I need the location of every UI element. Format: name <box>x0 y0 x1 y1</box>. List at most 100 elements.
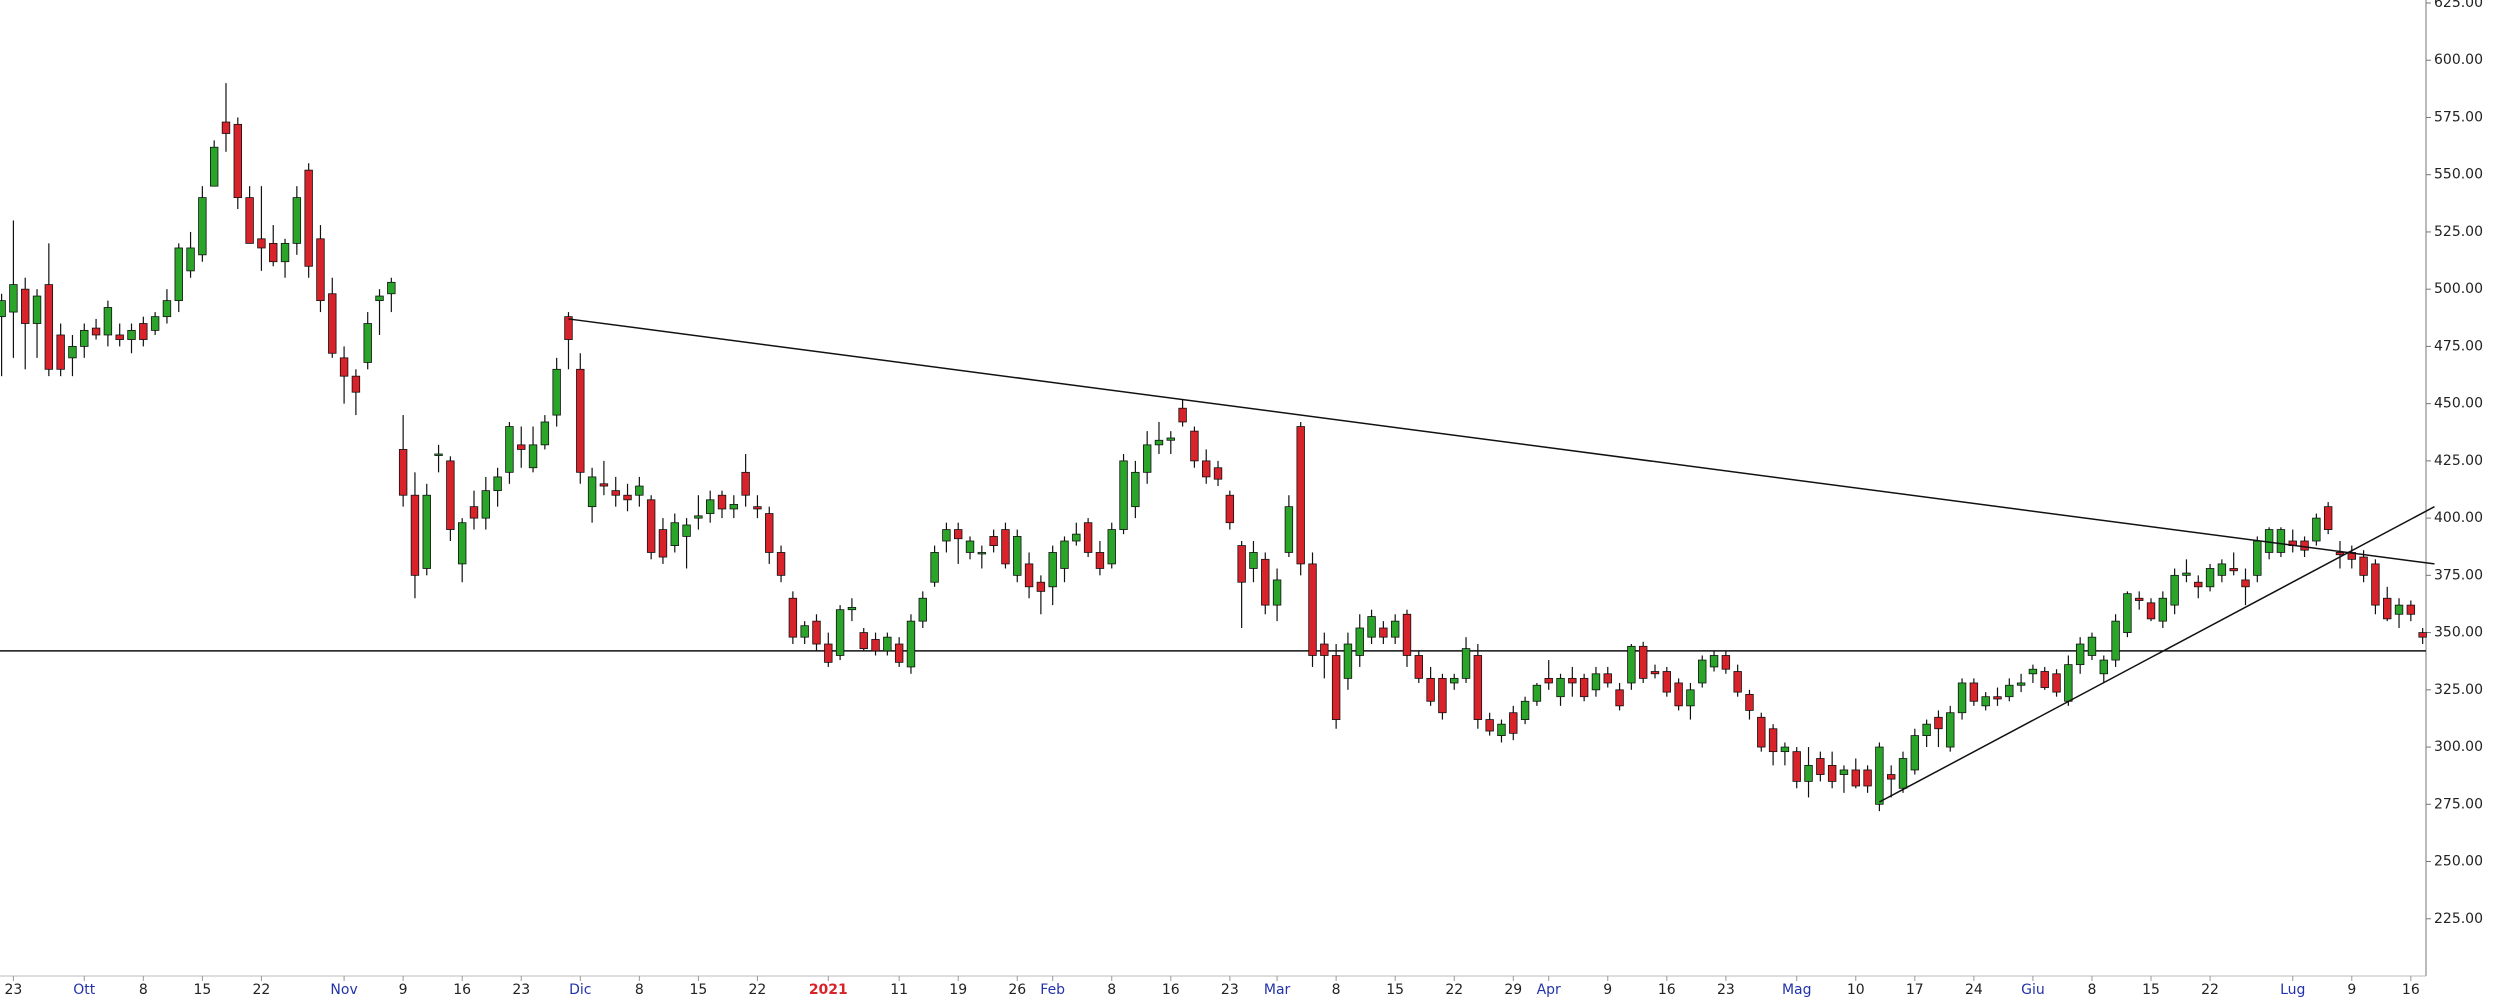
candle-body <box>422 494 431 569</box>
candle-body <box>977 552 987 555</box>
candle-body <box>1509 712 1518 734</box>
candle-body <box>965 540 975 553</box>
candle-body <box>1461 648 1471 679</box>
candle-body <box>446 460 455 530</box>
x-tick-label: 15 <box>193 982 211 998</box>
candle-body <box>2383 597 2392 620</box>
candle-body <box>316 238 325 302</box>
x-tick-label: 17 <box>1906 982 1924 998</box>
candle-body <box>21 288 30 324</box>
candle-body <box>1131 471 1140 508</box>
x-tick-label: Dic <box>569 982 591 998</box>
x-tick-label: Feb <box>1040 982 1065 998</box>
x-tick-label: Lug <box>2280 982 2305 998</box>
candle-body <box>2052 673 2061 693</box>
candle-body <box>835 609 845 656</box>
candle-body <box>800 625 809 638</box>
candle-body <box>1910 735 1920 771</box>
candle-body <box>528 444 538 469</box>
candle-body <box>292 197 302 244</box>
candle-body <box>1674 682 1683 707</box>
candle-body <box>339 357 349 377</box>
candle-body <box>776 552 786 576</box>
candle-body <box>1320 643 1329 656</box>
y-tick-label: 225.00 <box>2434 911 2483 927</box>
y-tick-label: 500.00 <box>2434 281 2483 297</box>
candle-body <box>1603 673 1612 684</box>
candle-body <box>434 453 443 456</box>
candle-body <box>682 524 691 537</box>
candle-body <box>1083 522 1093 553</box>
candle-body <box>1213 467 1223 480</box>
candle-body <box>2005 684 2014 698</box>
candle-body <box>623 494 632 501</box>
candle-body <box>1296 426 1305 565</box>
candle-body <box>1875 746 1884 805</box>
candle-body <box>2099 659 2108 675</box>
candle-body <box>1792 751 1801 782</box>
candle-body <box>1768 728 1778 753</box>
candle-body <box>1804 764 1813 782</box>
y-tick-label: 450.00 <box>2434 396 2483 412</box>
candle-body <box>753 506 762 510</box>
candle-body <box>2016 682 2026 686</box>
candle-body <box>80 329 89 347</box>
candle-body <box>2040 671 2049 688</box>
candle-body <box>1780 746 1790 753</box>
candle-body <box>1237 545 1246 583</box>
y-tick-label: 550.00 <box>2434 167 2483 183</box>
candle-body <box>221 121 231 134</box>
candle-body <box>1036 581 1046 592</box>
candle-body <box>1225 494 1235 524</box>
y-tick-label: 600.00 <box>2434 52 2483 68</box>
candle-body <box>1473 655 1483 720</box>
candle-body <box>1887 774 1896 780</box>
candle-body <box>2335 552 2345 556</box>
x-tick-label: 16 <box>1658 982 1676 998</box>
candle-body <box>505 426 514 473</box>
candle-body <box>32 295 42 324</box>
candle-body <box>694 515 703 519</box>
y-tick-label: 525.00 <box>2434 224 2483 240</box>
candle-body <box>280 242 290 263</box>
candle-body <box>1851 769 1860 787</box>
candle-body <box>1261 558 1270 606</box>
x-tick-label: 22 <box>749 982 767 998</box>
x-tick-label: Mag <box>1782 982 1812 998</box>
candle-body <box>954 529 963 540</box>
x-tick-label: 2021 <box>809 982 848 998</box>
candle-body <box>1024 563 1034 588</box>
candle-body <box>1450 677 1459 684</box>
candle-body <box>1013 536 1022 576</box>
candle-body <box>717 494 727 510</box>
x-tick-label: 23 <box>4 982 22 998</box>
candle-body <box>2194 581 2203 588</box>
candle-body <box>1721 655 1731 670</box>
candle-body <box>1308 563 1317 656</box>
candle-body <box>1709 655 1719 668</box>
candle-body <box>162 300 172 318</box>
candle-body <box>1142 444 1152 473</box>
candle-body <box>2170 574 2179 606</box>
trend-line <box>1879 506 2435 803</box>
candle-body <box>824 643 833 663</box>
candle-body <box>1638 645 1648 679</box>
candle-body <box>706 499 715 514</box>
candle-body <box>351 375 361 393</box>
candle-body <box>2241 579 2250 588</box>
y-tick-label: 625.00 <box>2434 0 2483 11</box>
candle-body <box>2264 529 2274 553</box>
candle-body <box>1698 659 1707 684</box>
candle-body <box>859 632 868 650</box>
candle-body <box>2217 563 2227 576</box>
candle-body <box>2135 597 2144 601</box>
x-tick-label: 22 <box>253 982 271 998</box>
candle-body <box>44 284 54 370</box>
y-tick-label: 425.00 <box>2434 453 2483 469</box>
candle-body <box>469 506 479 519</box>
candle-body <box>812 620 821 645</box>
candle-body <box>906 620 916 668</box>
candle-body <box>1390 620 1400 638</box>
